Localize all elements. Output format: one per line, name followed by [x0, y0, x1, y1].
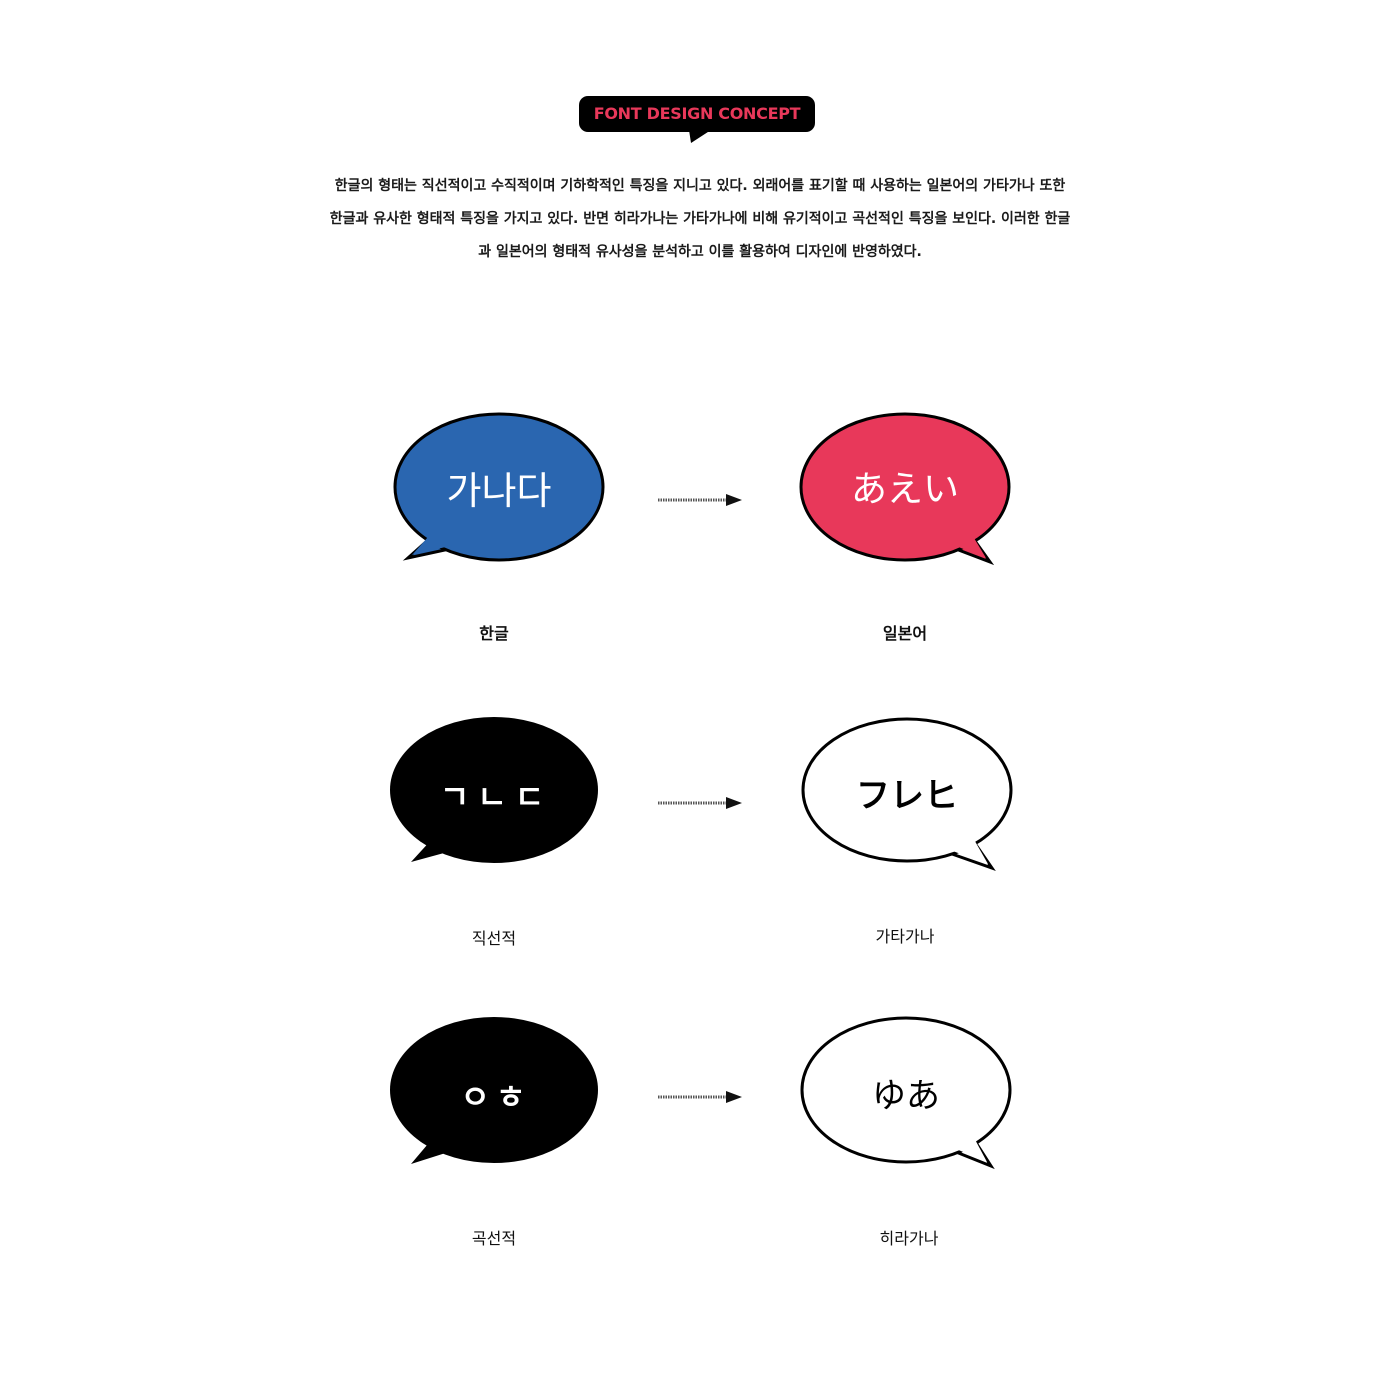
curved-bubble: ㅇㅎ: [389, 1016, 603, 1166]
caption-straight: 직선적: [471, 929, 517, 948]
speech-bubble-icon: [390, 1017, 598, 1164]
speech-bubble-icon: [393, 412, 605, 562]
arrow-icon: [658, 1091, 742, 1103]
bubble-glyphs: フレヒ: [856, 776, 958, 816]
hangul-bubble: 가나다: [392, 410, 606, 562]
title-badge: FONT DESIGN CONCEPT: [579, 96, 815, 143]
straight-bubble: ㄱㄴㄷ: [389, 716, 603, 866]
bubble-glyphs: あえい: [850, 469, 959, 510]
speech-bubble-icon: [390, 717, 598, 863]
intro-line: 과 일본어의 형태적 유사성을 분석하고 이를 활용하여 디자인에 반영하였다.: [478, 244, 922, 260]
title-label: FONT DESIGN CONCEPT: [593, 104, 801, 123]
arrow-icon: [658, 797, 742, 809]
caption-hiragana: 히라가나: [879, 1229, 939, 1248]
speech-bubble-icon: [799, 412, 1011, 566]
speech-bubble-icon: [801, 717, 1013, 871]
intro-paragraph: 한글의 형태는 직선적이고 수직적이며 기하학적인 특징을 지니고 있다. 외래…: [290, 170, 1110, 269]
hiragana-bubble: ゆあ: [799, 1014, 1013, 1170]
bubble-glyphs: ゆあ: [872, 1076, 940, 1116]
caption-hangul: 한글: [479, 624, 509, 643]
intro-line: 한글과 유사한 형태적 특징을 가지고 있다. 반면 히라가나는 가타가나에 비…: [329, 211, 1071, 227]
intro-line: 한글의 형태는 직선적이고 수직적이며 기하학적인 특징을 지니고 있다. 외래…: [334, 178, 1066, 194]
bubble-glyphs: ㅇㅎ: [460, 1078, 532, 1116]
speech-bubble-icon: [800, 1016, 1012, 1170]
japanese-bubble: あえい: [798, 410, 1012, 566]
speech-badge-icon: [579, 96, 815, 143]
caption-japanese: 일본어: [882, 624, 928, 643]
bubble-glyphs: 가나다: [446, 469, 552, 513]
katakana-bubble: フレヒ: [800, 716, 1014, 871]
caption-katakana: 가타가나: [875, 927, 935, 946]
bubble-glyphs: ㄱㄴㄷ: [439, 778, 553, 816]
caption-curved: 곡선적: [471, 1229, 517, 1248]
arrow-icon: [658, 494, 742, 506]
